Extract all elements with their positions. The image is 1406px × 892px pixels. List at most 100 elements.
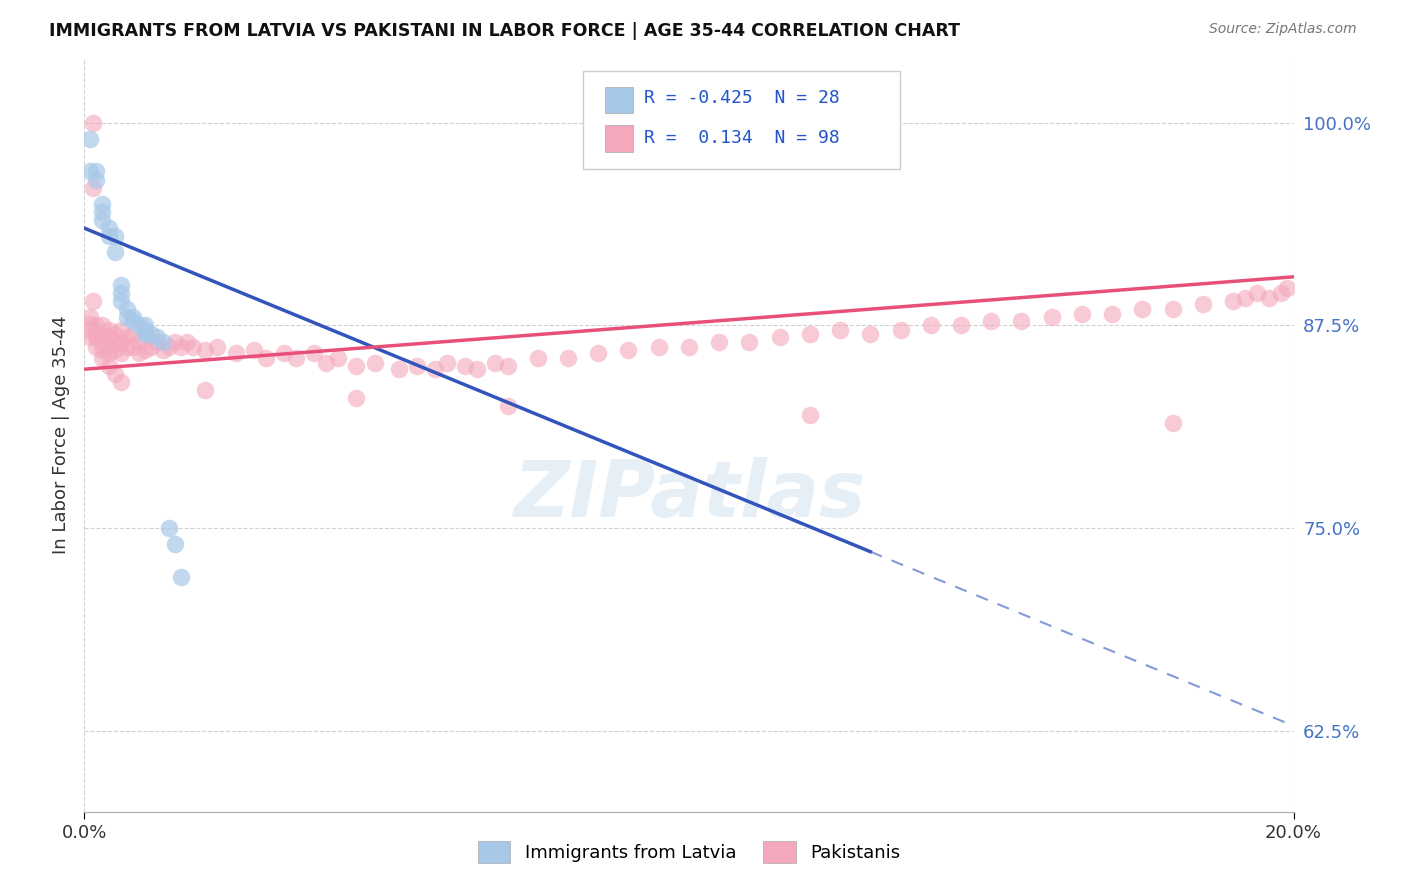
Point [86,164,108,178]
Point [1270,285,1292,300]
Point [121,326,143,341]
Point [139,326,162,341]
Point [86,330,108,344]
Point [406,359,429,373]
Point [170,339,193,353]
Point [648,339,671,353]
Text: IMMIGRANTS FROM LATVIA VS PAKISTANI IN LABOR FORCE | AGE 35-44 CORRELATION CHART: IMMIGRANTS FROM LATVIA VS PAKISTANI IN L… [49,22,960,40]
Point [97,346,120,360]
Point [588,346,610,360]
Point [115,310,138,325]
Text: Source: ZipAtlas.com: Source: ZipAtlas.com [1209,22,1357,37]
Point [110,285,132,300]
Point [110,375,132,389]
Point [617,343,640,357]
Point [134,323,156,337]
Point [91,213,114,227]
Point [363,356,385,370]
Point [830,323,852,337]
Point [104,343,127,357]
Point [91,326,114,341]
Point [557,351,579,365]
Point [97,323,120,337]
Point [79,317,101,331]
Point [890,323,912,337]
Point [980,313,1002,327]
Point [91,197,114,211]
Point [859,326,882,341]
Y-axis label: In Labor Force | Age 35-44: In Labor Force | Age 35-44 [52,316,70,554]
Point [194,343,217,357]
Point [115,339,138,353]
Point [436,356,458,370]
Point [1101,307,1123,321]
Point [207,339,229,353]
Point [1234,291,1257,305]
Text: ZIPatlas: ZIPatlas [513,457,865,533]
Point [128,346,150,360]
Point [139,339,162,353]
Point [121,313,143,327]
Point [709,334,731,349]
Point [97,339,120,353]
Point [79,164,101,178]
Point [496,359,519,373]
Point [91,205,114,219]
Point [97,330,120,344]
Point [97,221,120,235]
Point [121,310,143,325]
Point [194,384,217,398]
Point [678,339,700,353]
Point [82,180,104,194]
Point [110,277,132,292]
Point [346,392,368,406]
Point [97,359,120,373]
Point [1161,302,1184,317]
Text: R =  0.134  N = 98: R = 0.134 N = 98 [644,129,839,147]
Point [97,229,120,244]
Point [1071,307,1094,321]
Point [134,326,156,341]
Point [302,346,325,360]
Point [152,334,174,349]
Point [128,318,150,333]
Point [86,326,108,341]
Point [91,343,114,357]
Point [346,359,368,373]
Point [86,339,108,353]
Point [527,351,550,365]
Point [1277,281,1299,295]
Point [121,339,143,353]
Point [799,408,821,422]
Point [1222,294,1244,309]
Point [79,132,101,146]
Point [423,362,446,376]
Point [467,362,489,376]
Point [104,229,127,244]
Point [157,339,180,353]
Point [1130,302,1153,317]
Point [104,367,127,381]
Point [104,326,127,341]
Point [134,343,156,357]
Point [157,521,180,535]
Point [1192,297,1215,311]
Point [86,172,108,186]
Point [254,351,277,365]
Point [273,346,295,360]
Text: R = -0.425  N = 28: R = -0.425 N = 28 [644,89,839,107]
Point [104,334,127,349]
Point [146,330,169,344]
Point [115,330,138,344]
Point [110,323,132,337]
Point [82,116,104,130]
Point [134,318,156,333]
Point [165,537,187,551]
Point [454,359,477,373]
Point [110,294,132,309]
Point [242,343,264,357]
Point [738,334,761,349]
Point [1161,416,1184,430]
Point [91,351,114,365]
Point [110,346,132,360]
